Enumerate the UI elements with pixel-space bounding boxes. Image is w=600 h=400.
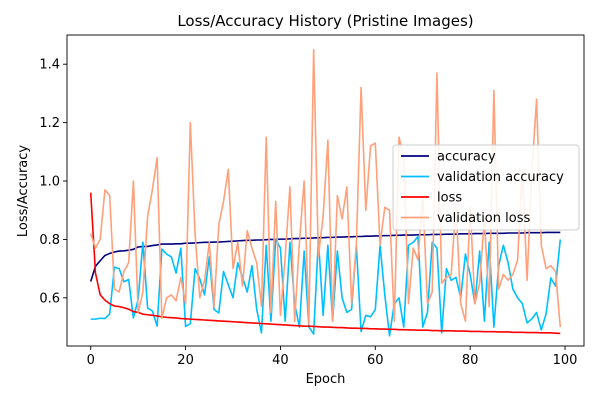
y-tick-label: 1.4 <box>39 58 60 73</box>
y-tick-label: 1.0 <box>39 175 60 190</box>
chart-title: Loss/Accuracy History (Pristine Images) <box>177 12 473 30</box>
y-tick-label: 0.8 <box>39 233 60 248</box>
x-tick-label: 80 <box>462 353 479 368</box>
x-tick-label: 40 <box>272 353 289 368</box>
legend-label: accuracy <box>437 150 496 165</box>
series-line-accuracy <box>89 231 561 282</box>
legend-box <box>392 144 580 231</box>
legend-label: validation accuracy <box>437 170 564 185</box>
legend: accuracy validation accuracy loss validatio… <box>392 144 580 231</box>
series-line-loss <box>89 192 561 335</box>
x-tick-label: 60 <box>367 353 384 368</box>
x-tick-label: 0 <box>87 353 95 368</box>
x-tick-label: 100 <box>553 353 578 368</box>
series-line-validation-loss <box>89 48 562 328</box>
axes-frame <box>66 34 585 347</box>
legend-label: loss <box>437 191 462 206</box>
y-tick-label: 0.6 <box>39 291 60 306</box>
x-axis-label: Epoch <box>306 372 346 387</box>
y-axis-label: Loss/Accuracy <box>16 145 31 238</box>
y-tick-label: 1.2 <box>39 116 60 131</box>
series-line-validation-accuracy <box>90 235 562 337</box>
x-tick-label: 20 <box>177 353 194 368</box>
legend-label: validation loss <box>437 211 530 226</box>
plot-area: 0 20 40 60 80 100 0.6 0.8 1.0 1.2 1.4 <box>39 34 585 368</box>
